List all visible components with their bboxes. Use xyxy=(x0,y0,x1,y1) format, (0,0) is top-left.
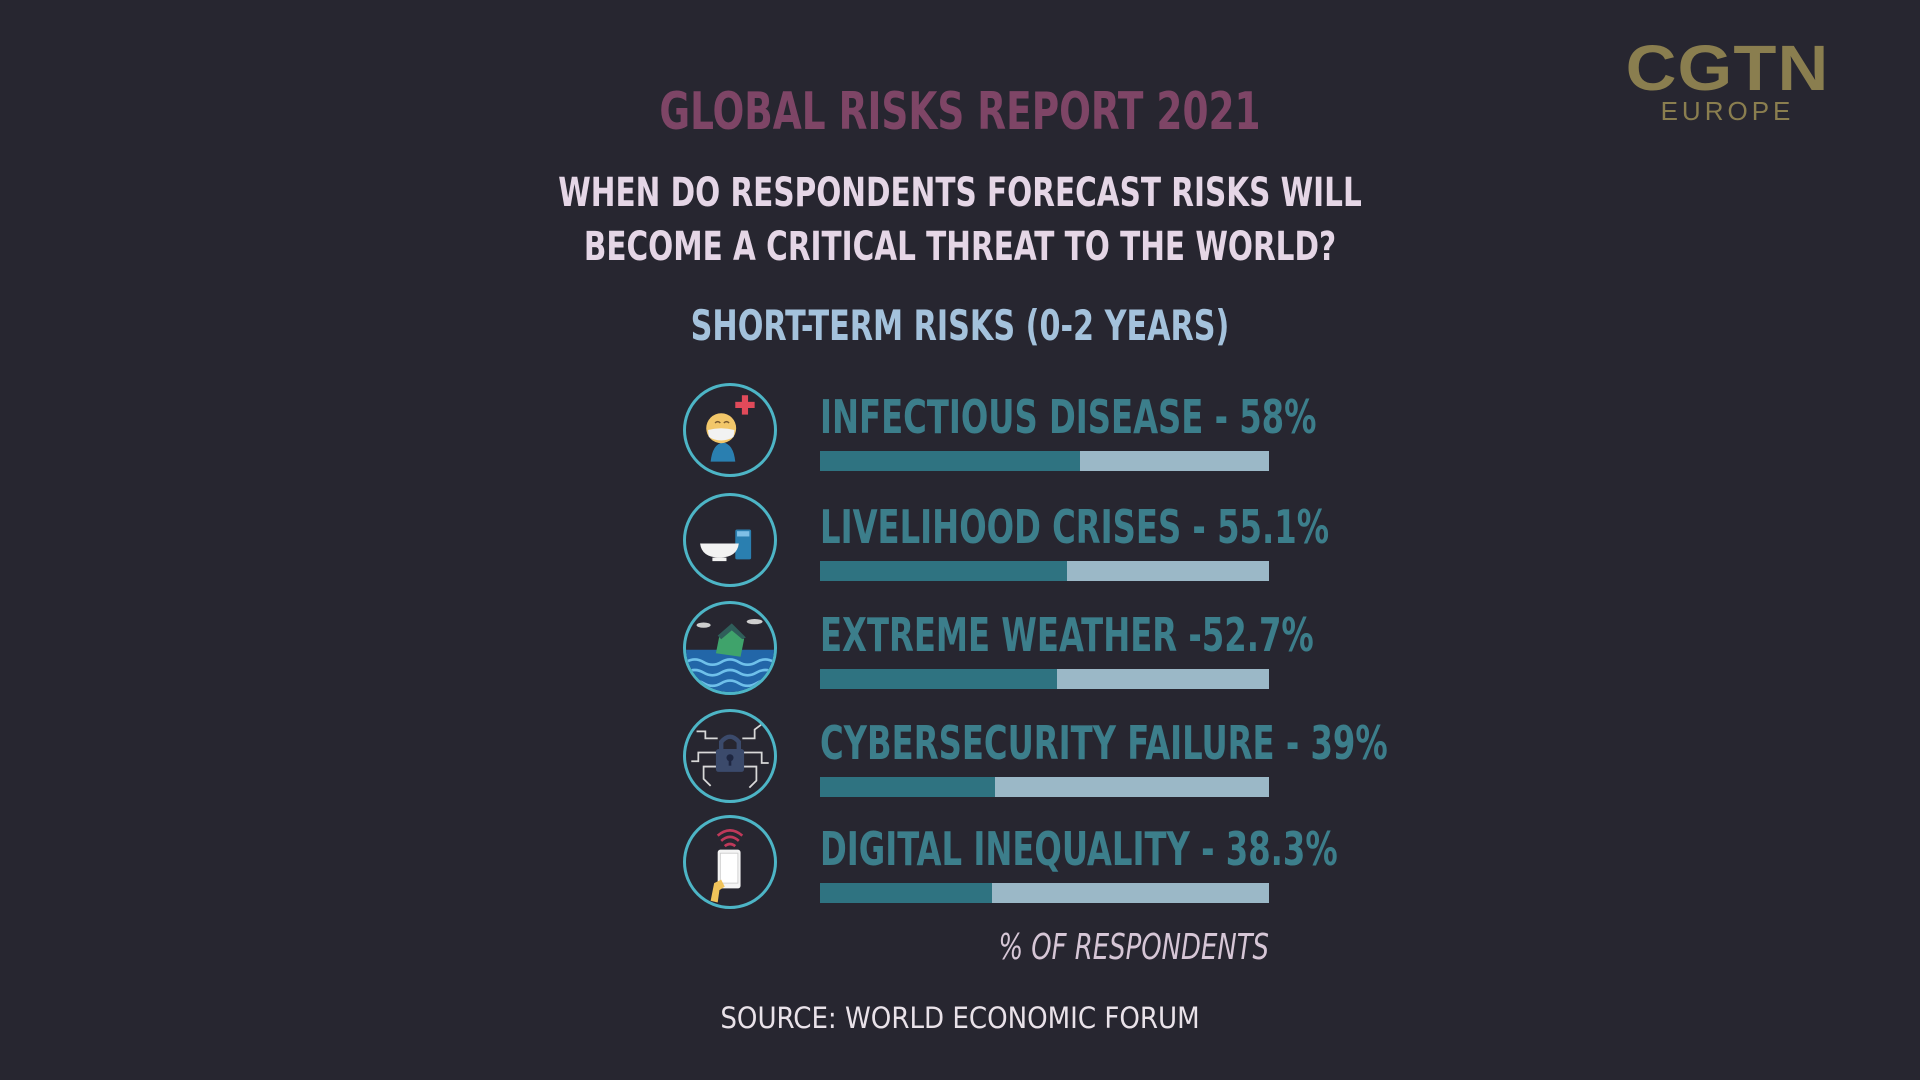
bar-track xyxy=(820,669,1269,689)
flooded-house-icon xyxy=(683,601,777,695)
section-heading: SHORT-TERM RISKS (0-2 YEARS) xyxy=(690,301,1230,350)
bar-row: CYBERSECURITY FAILURE - 39% xyxy=(0,707,1920,807)
bar-fill xyxy=(820,777,996,797)
bar-row: EXTREME WEATHER -52.7% xyxy=(0,599,1920,699)
logo-wordmark: CGTN xyxy=(1625,32,1830,104)
subtitle-line-2: BECOME A CRITICAL THREAT TO THE WORLD? xyxy=(583,224,1337,270)
bar-fill xyxy=(820,561,1068,581)
bar-label: INFECTIOUS DISEASE - 58% xyxy=(820,390,1317,444)
bar-row: INFECTIOUS DISEASE - 58% xyxy=(0,381,1920,481)
masked-person-medical-cross-icon xyxy=(683,383,777,477)
cgtn-europe-logo: CGTN EUROPE xyxy=(1620,36,1835,124)
chart-title: GLOBAL RISKS REPORT 2021 xyxy=(659,82,1261,142)
bar-track xyxy=(820,883,1269,903)
chart-subtitle: WHEN DO RESPONDENTS FORECAST RISKS WILL … xyxy=(173,166,1747,274)
bar-track xyxy=(820,561,1269,581)
bar-fill xyxy=(820,669,1057,689)
bar-track xyxy=(820,451,1269,471)
bar-track xyxy=(820,777,1269,797)
source-credit: SOURCE: WORLD ECONOMIC FORUM xyxy=(720,1001,1200,1035)
subtitle-line-1: WHEN DO RESPONDENTS FORECAST RISKS WILL xyxy=(558,170,1362,216)
empty-bowl-and-cup-icon xyxy=(683,493,777,587)
bar-row: DIGITAL INEQUALITY - 38.3% xyxy=(0,813,1920,913)
bar-label: CYBERSECURITY FAILURE - 39% xyxy=(820,716,1388,770)
bar-label: DIGITAL INEQUALITY - 38.3% xyxy=(820,822,1338,876)
bar-fill xyxy=(820,883,992,903)
circuit-padlock-icon xyxy=(683,709,777,803)
bar-fill xyxy=(820,451,1081,471)
bar-row: LIVELIHOOD CRISES - 55.1% xyxy=(0,491,1920,591)
bar-label: EXTREME WEATHER -52.7% xyxy=(820,608,1314,662)
unit-label: % OF RESPONDENTS xyxy=(998,927,1269,968)
phone-wifi-signal-icon xyxy=(683,815,777,909)
bar-label: LIVELIHOOD CRISES - 55.1% xyxy=(820,500,1330,554)
logo-subtitle: EUROPE xyxy=(1660,96,1795,126)
